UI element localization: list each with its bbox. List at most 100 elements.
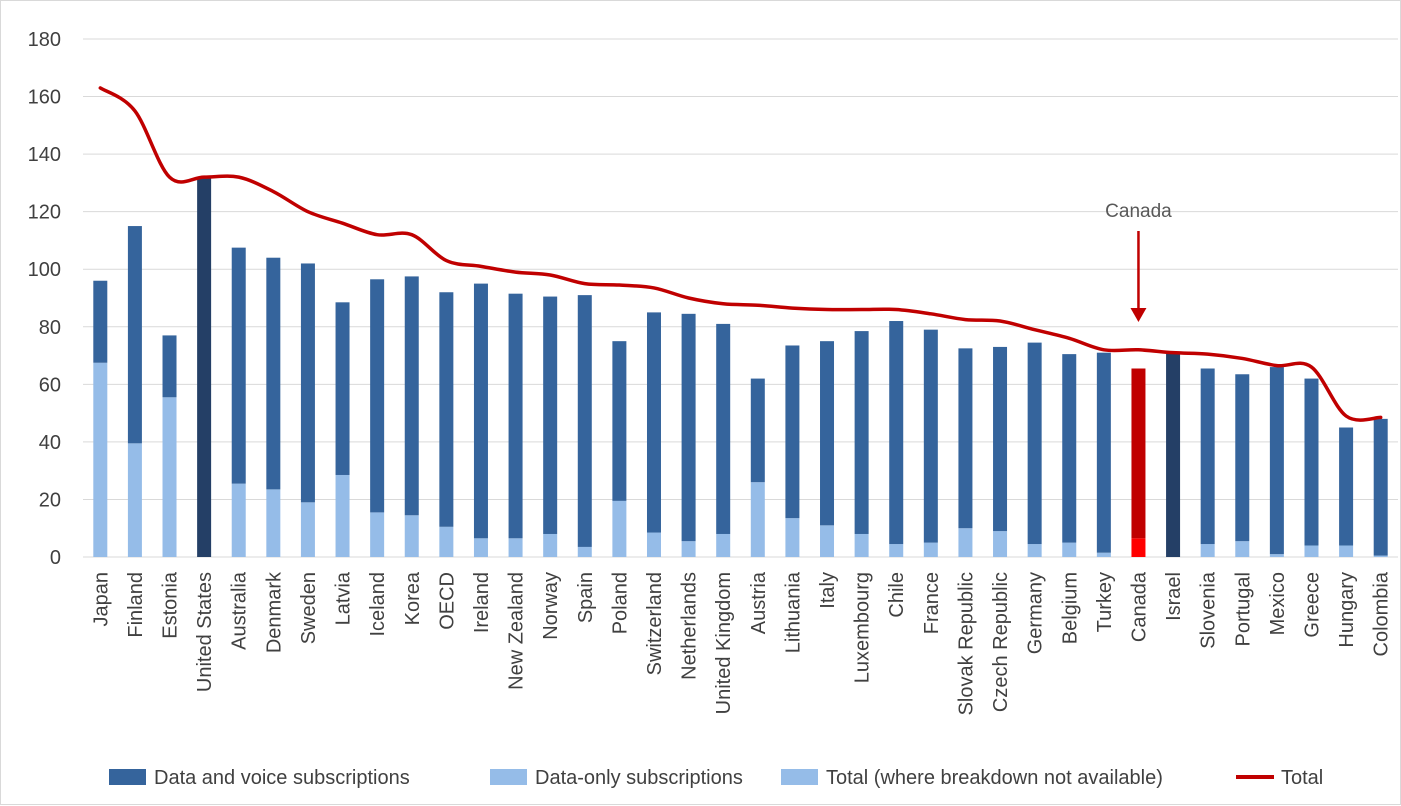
bar-group-chile [889,321,904,557]
canada-annotation: Canada [1105,201,1172,322]
bar-data-and-voice-canada [1131,368,1146,539]
bar-group-slovak-republic [958,348,973,557]
bar-data-only-australia [231,483,246,557]
y-tick-label-60: 60 [39,374,61,396]
y-tick-label-80: 80 [39,317,61,339]
bar-total-only-united-states [197,177,212,557]
x-tick-label-finland: Finland [125,572,147,638]
legend-swatch-data-and-voice-subscriptions [109,769,146,785]
x-tick-label-hungary: Hungary [1336,572,1358,648]
bar-data-and-voice-luxembourg [854,331,869,534]
bar-data-only-slovenia [1200,544,1215,557]
total-line [98,86,1383,422]
bar-data-and-voice-latvia [335,302,350,475]
legend-swatch-total-where-breakdown-not-available [781,769,818,785]
bar-data-and-voice-czech-republic [993,346,1008,532]
bar-data-only-colombia [1373,555,1388,557]
bar-group-slovenia [1200,368,1215,557]
y-tick-label-140: 140 [28,144,61,166]
y-axis-tick-labels: 0 20 40 60 80 100 120 140 160 180 [28,29,61,569]
bar-group-netherlands [681,313,696,557]
bar-data-only-luxembourg [854,533,869,557]
bar-data-only-czech-republic [993,531,1008,557]
bar-data-only-turkey [1096,552,1111,557]
bar-group-korea [404,276,419,557]
x-tick-label-denmark: Denmark [263,571,285,653]
legend-label-total-where-breakdown-not-available: Total (where breakdown not available) [826,767,1163,789]
bar-data-only-lithuania [785,518,800,557]
bar-data-and-voice-turkey [1096,352,1111,553]
bar-data-only-mexico [1269,554,1284,557]
x-tick-label-turkey: Turkey [1094,572,1116,632]
bar-group-austria [750,378,765,557]
bar-group-canada [1131,368,1146,557]
bar-data-and-voice-austria [750,378,765,483]
bar-group-finland [127,226,142,557]
bar-group-italy [820,341,835,557]
x-tick-label-latvia: Latvia [333,571,355,625]
bar-data-only-denmark [266,489,281,557]
bar-data-and-voice-united-kingdom [716,323,731,534]
bar-data-only-switzerland [646,532,661,557]
x-tick-label-norway: Norway [540,572,562,640]
y-tick-label-120: 120 [28,202,61,224]
bar-group-ireland [473,283,488,557]
bar-data-and-voice-italy [820,341,835,526]
bar-data-only-norway [543,533,558,557]
bar-data-only-poland [612,500,627,557]
bar-data-only-germany [1027,544,1042,557]
bar-total-only-israel [1166,352,1181,557]
bar-group-oecd [439,292,454,557]
bar-data-only-slovak-republic [958,528,973,557]
y-tick-label-20: 20 [39,489,61,511]
x-tick-label-switzerland: Switzerland [644,572,666,675]
bar-data-only-iceland [370,512,385,557]
bar-group-denmark [266,257,281,557]
bar-data-only-sweden [300,502,315,557]
bar-data-and-voice-korea [404,276,419,516]
x-tick-label-poland: Poland [609,572,631,634]
bar-group-estonia [162,335,177,557]
bar-data-only-spain [577,546,592,557]
y-tick-label-180: 180 [28,29,61,51]
bar-data-and-voice-belgium [1062,354,1077,543]
bar-data-only-japan [93,362,108,557]
bar-group-japan [93,280,108,557]
bar-data-and-voice-hungary [1339,427,1354,546]
bar-data-and-voice-mexico [1269,367,1284,555]
x-axis-category-labels: Japan Finland Estonia United States Australi… [90,571,1392,715]
x-tick-label-japan: Japan [90,572,112,627]
bar-data-only-united-kingdom [716,533,731,557]
x-tick-label-italy: Italy [817,572,839,609]
bar-group-united-kingdom [716,323,731,557]
bar-data-and-voice-slovak-republic [958,348,973,529]
bar-group-turkey [1096,352,1111,557]
x-tick-label-germany: Germany [1025,572,1047,654]
y-tick-label-40: 40 [39,432,61,454]
bar-group-new-zealand [508,293,523,557]
bar-data-and-voice-poland [612,341,627,501]
legend-label-data-and-voice-subscriptions: Data and voice subscriptions [154,767,410,789]
bar-group-colombia [1373,418,1388,557]
x-tick-label-ireland: Ireland [471,572,493,633]
bar-data-only-latvia [335,474,350,557]
legend-item-data-and-voice-subscriptions: Data and voice subscriptions [109,767,410,789]
x-tick-label-austria: Austria [748,571,770,634]
y-tick-label-0: 0 [50,547,61,569]
bar-data-only-canada [1131,538,1146,557]
x-tick-label-slovak-republic: Slovak Republic [955,572,977,715]
x-tick-label-israel: Israel [1163,572,1185,621]
legend-item-data-only-subscriptions: Data-only subscriptions [490,767,743,789]
y-tick-label-160: 160 [28,87,61,109]
x-tick-label-united-states: United States [194,572,216,692]
bar-data-only-ireland [473,538,488,557]
legend-swatch-data-only-subscriptions [490,769,527,785]
bar-data-only-italy [820,525,835,557]
bar-group-norway [543,296,558,557]
bar-data-only-oecd [439,526,454,557]
bar-data-and-voice-ireland [473,283,488,539]
bar-group-luxembourg [854,331,869,557]
bar-data-and-voice-germany [1027,342,1042,545]
